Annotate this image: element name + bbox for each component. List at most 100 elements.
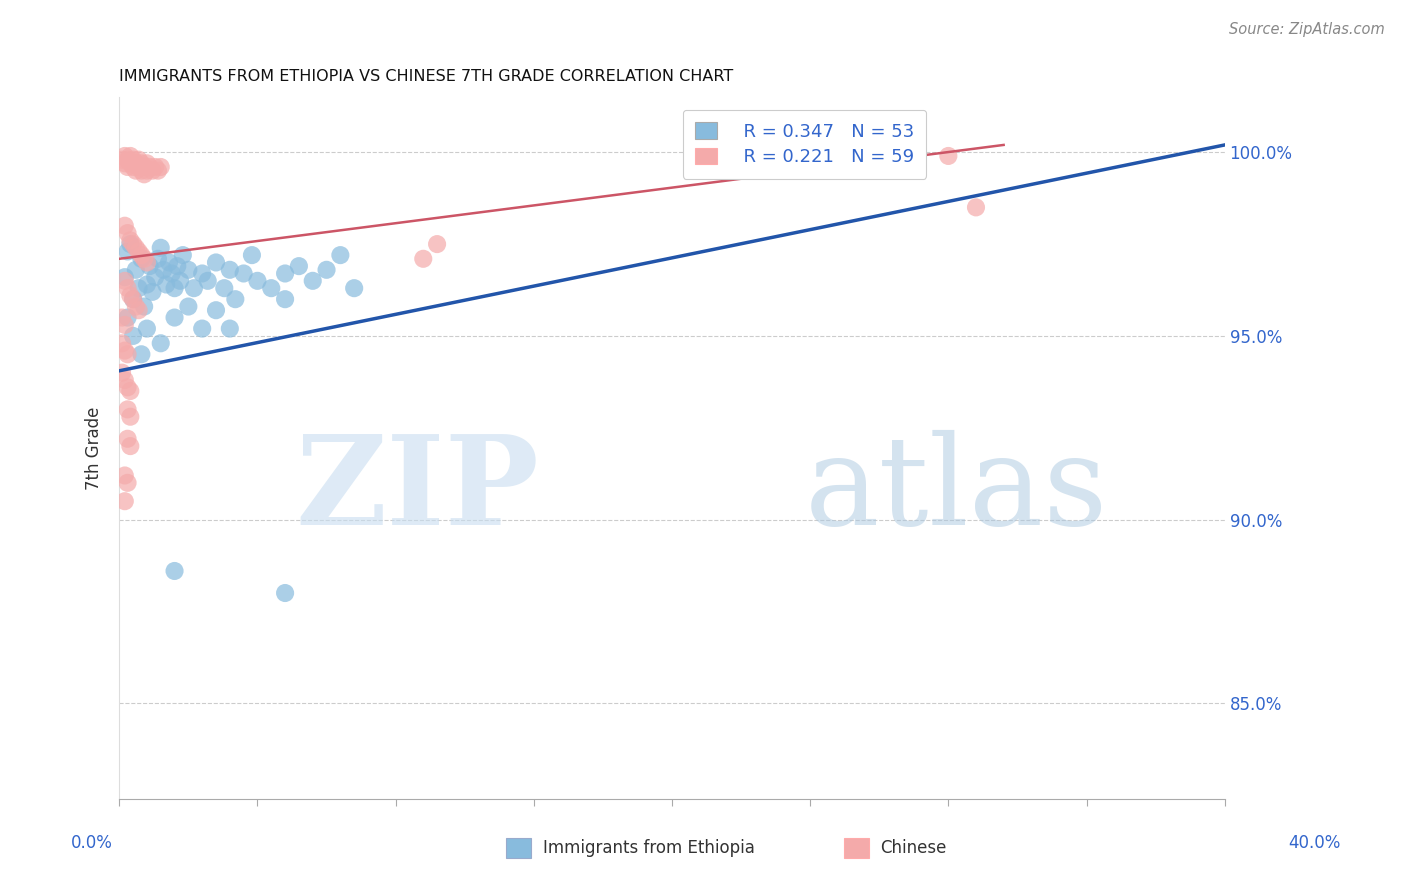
Point	[114, 494, 136, 508]
Legend:   R = 0.347   N = 53,   R = 0.221   N = 59: R = 0.347 N = 53, R = 0.221 N = 59	[683, 110, 927, 178]
Point	[131, 156, 153, 170]
Point	[114, 219, 136, 233]
Point	[128, 303, 150, 318]
Text: 0.0%: 0.0%	[70, 834, 112, 852]
Point	[218, 262, 240, 277]
Point	[111, 366, 134, 380]
Point	[134, 167, 156, 181]
Point	[117, 380, 139, 394]
Point	[131, 163, 153, 178]
Text: atlas: atlas	[804, 429, 1108, 550]
Point	[111, 153, 134, 167]
Point	[965, 200, 987, 214]
Point	[114, 318, 136, 332]
Point	[135, 163, 157, 178]
Point	[135, 156, 157, 170]
Point	[114, 274, 136, 288]
Point	[152, 262, 174, 277]
Point	[111, 336, 134, 351]
Point	[122, 153, 145, 167]
Point	[125, 156, 148, 170]
Point	[183, 281, 205, 295]
Point	[117, 310, 139, 325]
Point	[111, 310, 134, 325]
Point	[214, 281, 236, 295]
Point	[122, 329, 145, 343]
Text: IMMIGRANTS FROM ETHIOPIA VS CHINESE 7TH GRADE CORRELATION CHART: IMMIGRANTS FROM ETHIOPIA VS CHINESE 7TH …	[120, 69, 734, 84]
Point	[149, 241, 172, 255]
Point	[155, 277, 177, 292]
Point	[131, 248, 153, 262]
Point	[120, 439, 142, 453]
Point	[134, 300, 156, 314]
Point	[117, 432, 139, 446]
Point	[117, 160, 139, 174]
Point	[117, 347, 139, 361]
Point	[120, 234, 142, 248]
Point	[163, 564, 186, 578]
Point	[274, 292, 297, 306]
Point	[177, 300, 200, 314]
Point	[315, 262, 337, 277]
Point	[114, 373, 136, 387]
Point	[141, 163, 163, 178]
Point	[117, 226, 139, 240]
Point	[163, 310, 186, 325]
Point	[138, 160, 160, 174]
Point	[134, 160, 156, 174]
Point	[138, 259, 160, 273]
Point	[146, 252, 169, 266]
Point	[177, 262, 200, 277]
Point	[938, 149, 960, 163]
Point	[246, 274, 269, 288]
Y-axis label: 7th Grade: 7th Grade	[86, 406, 103, 490]
Point	[149, 160, 172, 174]
Text: Immigrants from Ethiopia: Immigrants from Ethiopia	[543, 839, 755, 857]
Point	[120, 409, 142, 424]
Point	[232, 267, 254, 281]
Point	[128, 160, 150, 174]
Point	[117, 402, 139, 417]
Point	[288, 259, 311, 273]
Point	[143, 160, 166, 174]
Point	[274, 586, 297, 600]
Point	[169, 274, 191, 288]
Point	[135, 255, 157, 269]
Point	[120, 149, 142, 163]
Point	[160, 267, 183, 281]
Point	[163, 281, 186, 295]
Point	[125, 262, 148, 277]
Point	[141, 285, 163, 299]
Point	[134, 252, 156, 266]
Point	[117, 153, 139, 167]
Point	[260, 281, 283, 295]
Point	[128, 244, 150, 259]
Point	[197, 274, 219, 288]
Point	[117, 475, 139, 490]
Point	[122, 292, 145, 306]
Point	[146, 163, 169, 178]
Point	[122, 237, 145, 252]
Point	[191, 267, 214, 281]
Point	[224, 292, 246, 306]
Point	[172, 248, 194, 262]
Point	[122, 160, 145, 174]
Point	[125, 163, 148, 178]
Point	[157, 255, 180, 269]
Point	[301, 274, 323, 288]
Text: ZIP: ZIP	[295, 430, 540, 550]
Point	[274, 267, 297, 281]
Point	[128, 281, 150, 295]
Point	[117, 281, 139, 295]
Point	[343, 281, 366, 295]
Point	[412, 252, 434, 266]
Point	[240, 248, 263, 262]
Point	[120, 384, 142, 398]
Text: Chinese: Chinese	[880, 839, 946, 857]
Point	[205, 255, 228, 269]
Point	[131, 347, 153, 361]
Point	[114, 156, 136, 170]
Point	[426, 237, 449, 252]
Point	[120, 288, 142, 302]
Point	[329, 248, 352, 262]
